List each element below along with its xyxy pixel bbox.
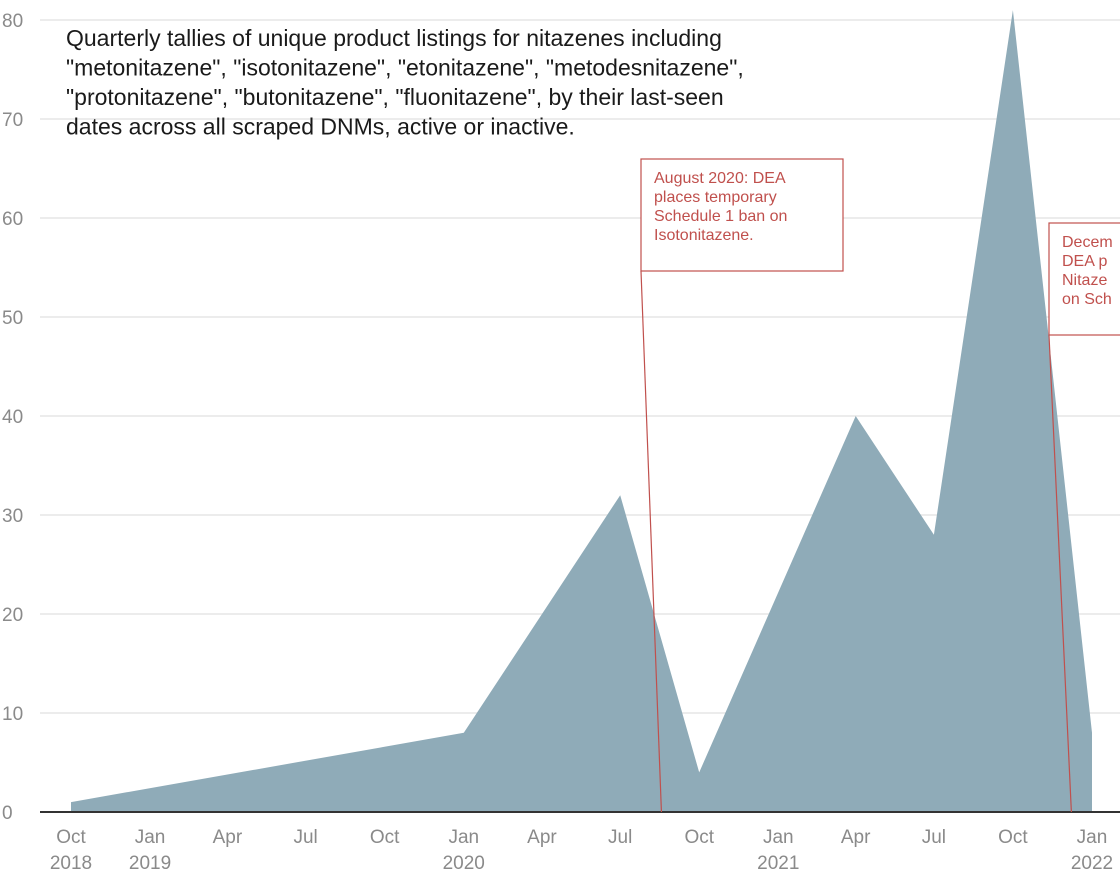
x-tick-year-label: 2022 (1071, 853, 1113, 874)
chart-title-line: Quarterly tallies of unique product list… (66, 25, 722, 51)
x-tick-label: Jul (608, 827, 632, 848)
x-axis-ticks: Oct 2018 Jan 2019 Apr Jul Oct Jan 2020 Apr Jul Oct J… (50, 827, 1113, 874)
annotation-box (1048, 222, 1120, 336)
annotation-text: Nitaze (1062, 272, 1107, 289)
y-tick-label: 0 (2, 803, 13, 824)
chart-title-line: "metonitazene", "isotonitazene", "etonit… (66, 55, 744, 81)
x-tick-year-label: 2018 (50, 853, 92, 874)
y-tick-label: 50 (2, 308, 23, 329)
annotation-leader-line (640, 270, 663, 813)
annotation-text: on Sch (1062, 291, 1112, 308)
x-tick-label: Jan (135, 827, 166, 848)
x-tick-label: Jan (763, 827, 794, 848)
chart-title-line: "protonitazene", "butonitazene", "fluoni… (66, 84, 724, 110)
chart-title: Quarterly tallies of unique product list… (66, 25, 744, 140)
y-tick-label: 20 (2, 605, 23, 626)
annotation-box (640, 158, 844, 272)
x-tick-label: Apr (527, 827, 557, 848)
x-tick-year-label: 2019 (129, 853, 171, 874)
x-tick-label: Apr (213, 827, 243, 848)
x-tick-label: Oct (370, 827, 400, 848)
gridlines (40, 19, 1120, 714)
x-tick-label: Jul (922, 827, 946, 848)
x-tick-label: Oct (998, 827, 1028, 848)
annotation-text: Decem (1062, 234, 1113, 251)
chart-title-line: dates across all scraped DNMs, active or… (66, 114, 575, 140)
annotation-text: DEA p (1062, 253, 1107, 270)
x-tick-label: Oct (684, 827, 714, 848)
x-tick-label: Jan (1077, 827, 1108, 848)
annotation-text: August 2020: DEA (654, 170, 786, 187)
x-tick-year-label: 2021 (757, 853, 799, 874)
x-tick-label: Apr (841, 827, 871, 848)
y-tick-label: 80 (2, 11, 23, 32)
x-tick-year-label: 2020 (443, 853, 485, 874)
y-tick-label: 40 (2, 407, 23, 428)
annotation-leader-line (1048, 334, 1072, 813)
x-tick-label: Jul (293, 827, 317, 848)
x-tick-label: Oct (56, 827, 86, 848)
area-series (71, 10, 1092, 813)
y-tick-label: 30 (2, 506, 23, 527)
x-tick-label: Jan (448, 827, 479, 848)
y-tick-label: 60 (2, 209, 23, 230)
y-tick-label: 70 (2, 110, 23, 131)
y-axis-ticks: 0 10 20 30 40 50 60 70 80 (2, 11, 23, 824)
annotation-text: Isotonitazene. (654, 227, 754, 244)
annotations: August 2020: DEA places temporary Schedule… (640, 158, 1120, 813)
area-fill (71, 10, 1092, 813)
annotation-text: Schedule 1 ban on (654, 208, 787, 225)
annotation-text: places temporary (654, 189, 777, 206)
y-tick-label: 10 (2, 704, 23, 725)
